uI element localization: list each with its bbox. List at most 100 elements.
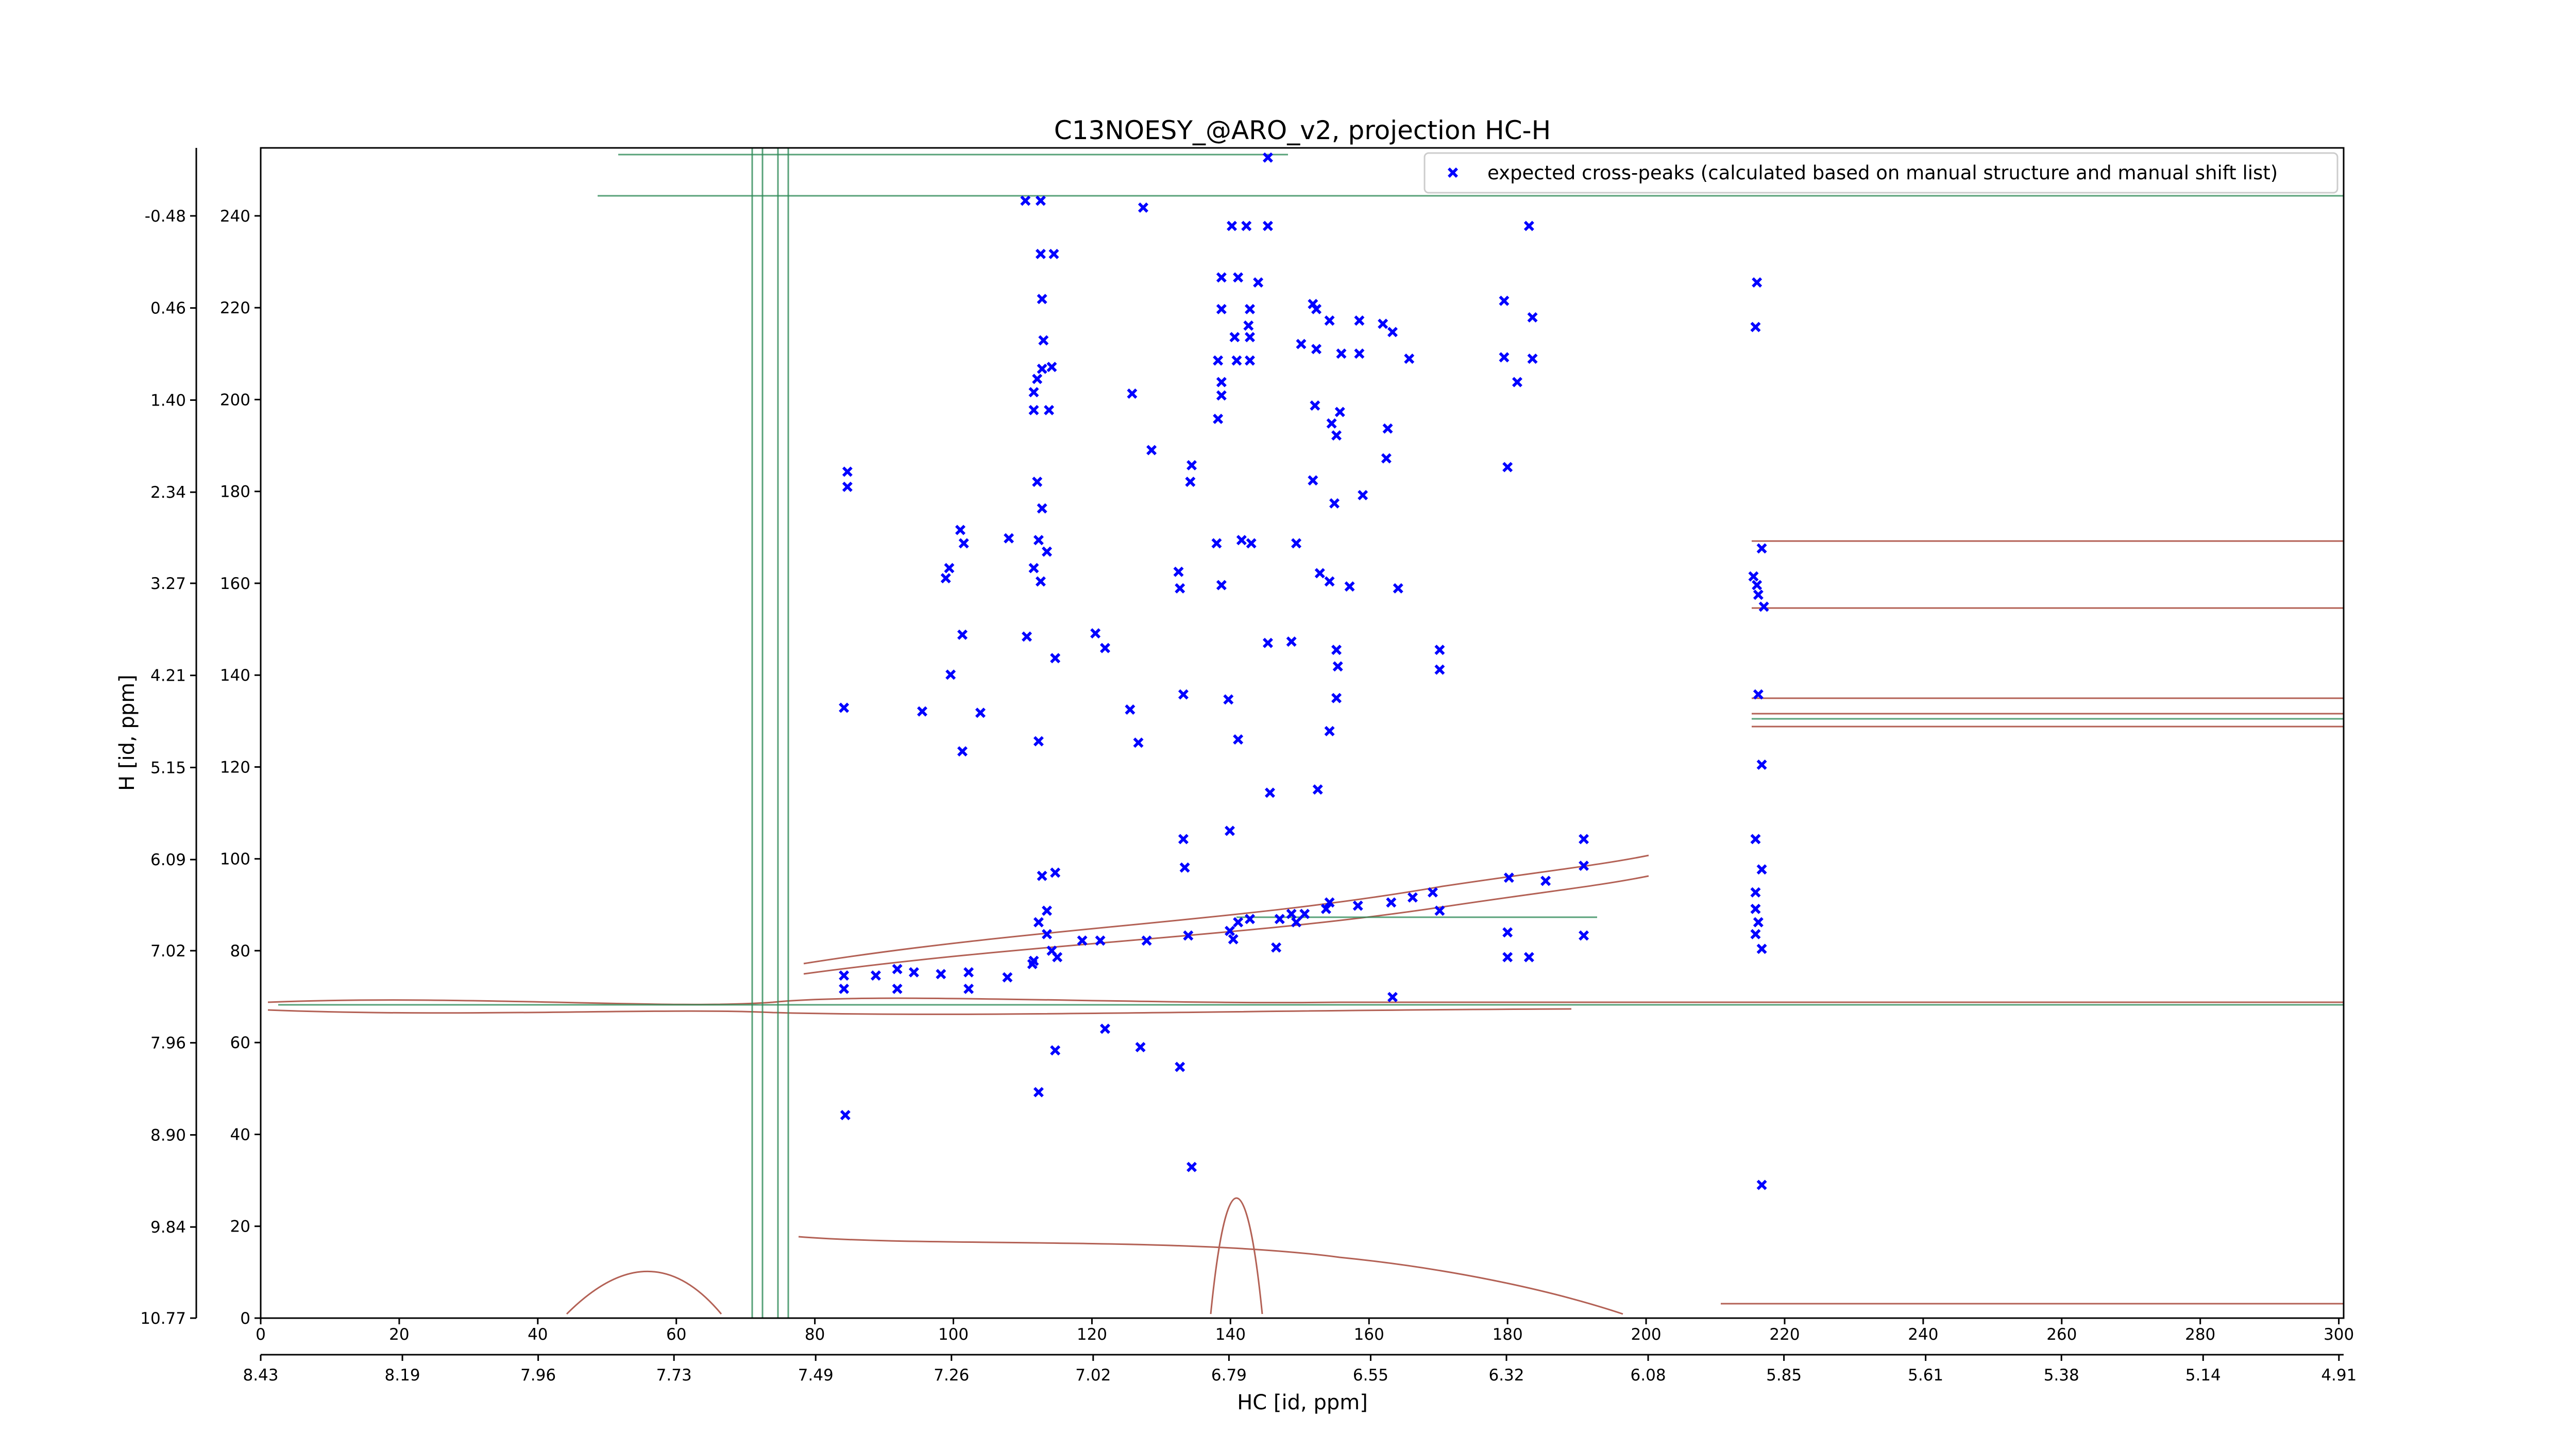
- y-tick-label: 20: [230, 1218, 250, 1236]
- cross-peak: [1244, 304, 1255, 314]
- cross-peak: [1229, 332, 1240, 343]
- cross-peak: [1434, 664, 1445, 675]
- y2-tick-label: 7.02: [150, 942, 186, 961]
- x2-tick-label: 7.73: [656, 1366, 692, 1385]
- cross-peak: [940, 573, 951, 584]
- cross-peak: [975, 707, 986, 718]
- cross-peak: [1274, 914, 1285, 924]
- cross-peak: [1244, 355, 1255, 366]
- cross-peak: [1175, 583, 1185, 594]
- cross-peak: [1033, 917, 1044, 928]
- cross-peak: [1502, 927, 1513, 938]
- contour-line: [267, 1008, 1572, 1015]
- cross-peak: [839, 970, 850, 981]
- cross-peak: [1326, 418, 1337, 429]
- legend-marker: [1448, 167, 1458, 178]
- cross-peak: [945, 669, 956, 680]
- cross-peak: [1296, 339, 1307, 349]
- cross-peak: [1037, 503, 1047, 514]
- cross-peak: [1331, 645, 1342, 655]
- cross-peak: [892, 964, 903, 974]
- cross-peak: [1752, 277, 1762, 288]
- cross-peak: [1752, 580, 1762, 591]
- x-tick-label: 180: [1493, 1325, 1523, 1344]
- cross-peak: [1037, 870, 1047, 881]
- cross-peak: [1125, 704, 1136, 715]
- x-tick-label: 240: [1908, 1325, 1938, 1344]
- y2-tick-label: 10.77: [140, 1309, 186, 1328]
- cross-peak: [1178, 834, 1189, 845]
- cross-peak: [1286, 636, 1297, 647]
- x2-tick-label: 5.61: [1908, 1366, 1943, 1385]
- y-tick-label: 220: [220, 299, 250, 317]
- y2-tick-label: 1.40: [150, 391, 186, 410]
- cross-peak: [1756, 759, 1767, 770]
- x2-tick-label: 5.85: [1766, 1366, 1802, 1385]
- cross-peak: [1099, 1023, 1110, 1034]
- cross-peak: [1077, 935, 1088, 946]
- cross-peak: [1243, 320, 1254, 331]
- cross-peak: [1354, 315, 1365, 326]
- contour-line: [803, 875, 1649, 975]
- cross-peak: [963, 983, 974, 994]
- cross-peak: [1387, 991, 1398, 1002]
- cross-peak: [1175, 1062, 1185, 1072]
- contour-line: [598, 154, 2344, 197]
- cross-peak: [1133, 737, 1144, 748]
- cross-peak: [1324, 726, 1335, 736]
- cross-peak: [1138, 202, 1148, 213]
- cross-peak: [1311, 344, 1322, 355]
- x2-tick-label: 5.14: [2185, 1366, 2221, 1385]
- y-axis-label: H [id, ppm]: [115, 675, 139, 791]
- cross-peak: [1329, 498, 1340, 509]
- x-tick-label: 200: [1631, 1325, 1661, 1344]
- cross-peak: [1753, 589, 1764, 600]
- cross-peak: [1262, 152, 1273, 163]
- cross-peak: [1503, 872, 1514, 883]
- cross-peak: [1032, 374, 1043, 384]
- cross-peak: [1173, 566, 1184, 577]
- cross-peak: [1750, 903, 1761, 914]
- x2-tick-label: 4.91: [2321, 1366, 2357, 1385]
- cross-peak: [1048, 248, 1059, 259]
- cross-peak: [1324, 897, 1335, 908]
- cross-peak: [1527, 312, 1538, 323]
- cross-peak: [1434, 905, 1445, 916]
- x2-tick-label: 6.55: [1353, 1366, 1388, 1385]
- cross-peak: [1044, 405, 1055, 415]
- x-tick-label: 280: [2185, 1325, 2215, 1344]
- x2-tick-label: 7.96: [520, 1366, 556, 1385]
- chart-title: C13NOESY_@ARO_v2, projection HC-H: [1054, 115, 1551, 145]
- y2-tick-label: 2.34: [150, 483, 186, 502]
- x2-tick-label: 6.08: [1631, 1366, 1666, 1385]
- contour-line: [267, 997, 2344, 1005]
- contour-line: [1752, 697, 2344, 728]
- cross-peak: [1748, 571, 1759, 582]
- y-tick-label: 180: [220, 483, 250, 501]
- cross-peak: [1527, 353, 1538, 364]
- cross-peak: [1314, 568, 1325, 579]
- cross-peak: [1434, 645, 1445, 655]
- cross-peak: [1028, 387, 1039, 398]
- cross-peak: [1035, 576, 1046, 587]
- x-tick-label: 140: [1215, 1325, 1246, 1344]
- y2-tick-label: -0.48: [145, 207, 186, 226]
- cross-peak: [1334, 407, 1345, 417]
- cross-peak: [1095, 935, 1106, 946]
- cross-peak: [1286, 908, 1297, 919]
- cross-peak: [1004, 533, 1014, 544]
- cross-peak: [1312, 784, 1323, 795]
- cross-peak: [1233, 917, 1244, 928]
- y2-tick-label: 0.46: [150, 299, 186, 318]
- cross-peak: [1046, 362, 1057, 373]
- x2-tick-label: 8.43: [243, 1366, 278, 1385]
- cross-peak: [1020, 195, 1031, 206]
- cross-peak: [958, 538, 969, 549]
- cross-peak: [1332, 661, 1343, 672]
- cross-peak: [1299, 908, 1310, 919]
- y-tick-label: 240: [220, 207, 250, 226]
- cross-peak: [1236, 535, 1247, 546]
- y2-tick-label: 3.27: [150, 575, 186, 593]
- y-tick-label: 100: [220, 850, 250, 869]
